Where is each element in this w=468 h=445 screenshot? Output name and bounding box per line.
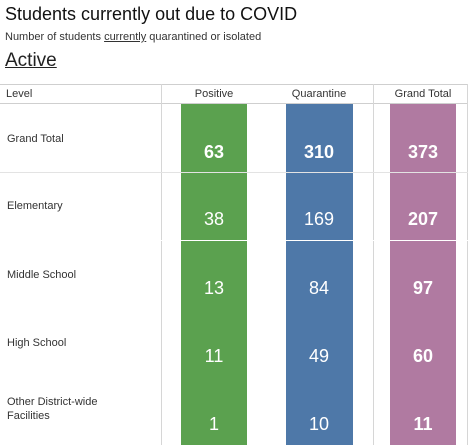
cell-total-high-school[interactable]: 60 bbox=[412, 346, 434, 366]
row-divider bbox=[0, 172, 468, 173]
cell-quarantine-high-school[interactable]: 49 bbox=[308, 346, 330, 366]
row-label-elementary: Elementary bbox=[7, 200, 63, 212]
cell-total-middle-school[interactable]: 97 bbox=[412, 278, 434, 298]
row-label-grand-total: Grand Total bbox=[7, 133, 64, 145]
row-label-other-facilities: Other District-wide Facilities bbox=[7, 396, 98, 422]
column-header-level[interactable]: Level bbox=[6, 88, 33, 100]
cell-quarantine-other-facilities[interactable]: 10 bbox=[308, 414, 330, 434]
quarantine-column-bar[interactable] bbox=[286, 104, 353, 445]
row-label-high-school: High School bbox=[7, 337, 67, 349]
cell-quarantine-grand-total[interactable]: 310 bbox=[303, 142, 335, 162]
column-header-positive[interactable]: Positive bbox=[194, 88, 234, 100]
cases-table: Level Positive Quarantine Grand Total Gr… bbox=[0, 84, 468, 445]
cell-total-grand-total[interactable]: 373 bbox=[407, 142, 439, 162]
column-divider bbox=[373, 84, 374, 445]
table-top-border bbox=[0, 84, 468, 85]
positive-column-bar[interactable] bbox=[181, 104, 247, 445]
section-title: Active bbox=[5, 50, 57, 71]
cell-positive-elementary[interactable]: 38 bbox=[203, 209, 225, 229]
cell-quarantine-middle-school[interactable]: 84 bbox=[308, 278, 330, 298]
cell-quarantine-elementary[interactable]: 169 bbox=[303, 209, 335, 229]
row-label-middle-school: Middle School bbox=[7, 269, 77, 281]
column-header-quarantine[interactable]: Quarantine bbox=[291, 88, 347, 100]
dashboard-subtitle: Number of students currently quarantined… bbox=[5, 31, 261, 43]
column-divider bbox=[161, 84, 162, 445]
grand-total-column-bar[interactable] bbox=[390, 104, 456, 445]
subtitle-text-start: Number of students bbox=[5, 31, 105, 43]
dashboard-title: Students currently out due to COVID bbox=[5, 4, 298, 24]
cell-positive-grand-total[interactable]: 63 bbox=[203, 142, 225, 162]
subtitle-text-end: quarantined or isolated bbox=[146, 31, 262, 43]
column-header-grand-total[interactable]: Grand Total bbox=[394, 88, 452, 100]
cell-positive-high-school[interactable]: 11 bbox=[204, 346, 224, 366]
cell-positive-middle-school[interactable]: 13 bbox=[203, 278, 225, 298]
subtitle-underlined-word: currently bbox=[104, 31, 147, 43]
cell-positive-other-facilities[interactable]: 1 bbox=[208, 414, 219, 434]
cell-total-elementary[interactable]: 207 bbox=[407, 209, 439, 229]
header-divider bbox=[0, 103, 468, 104]
row-divider bbox=[0, 240, 468, 241]
cell-total-other-facilities[interactable]: 11 bbox=[413, 414, 433, 434]
